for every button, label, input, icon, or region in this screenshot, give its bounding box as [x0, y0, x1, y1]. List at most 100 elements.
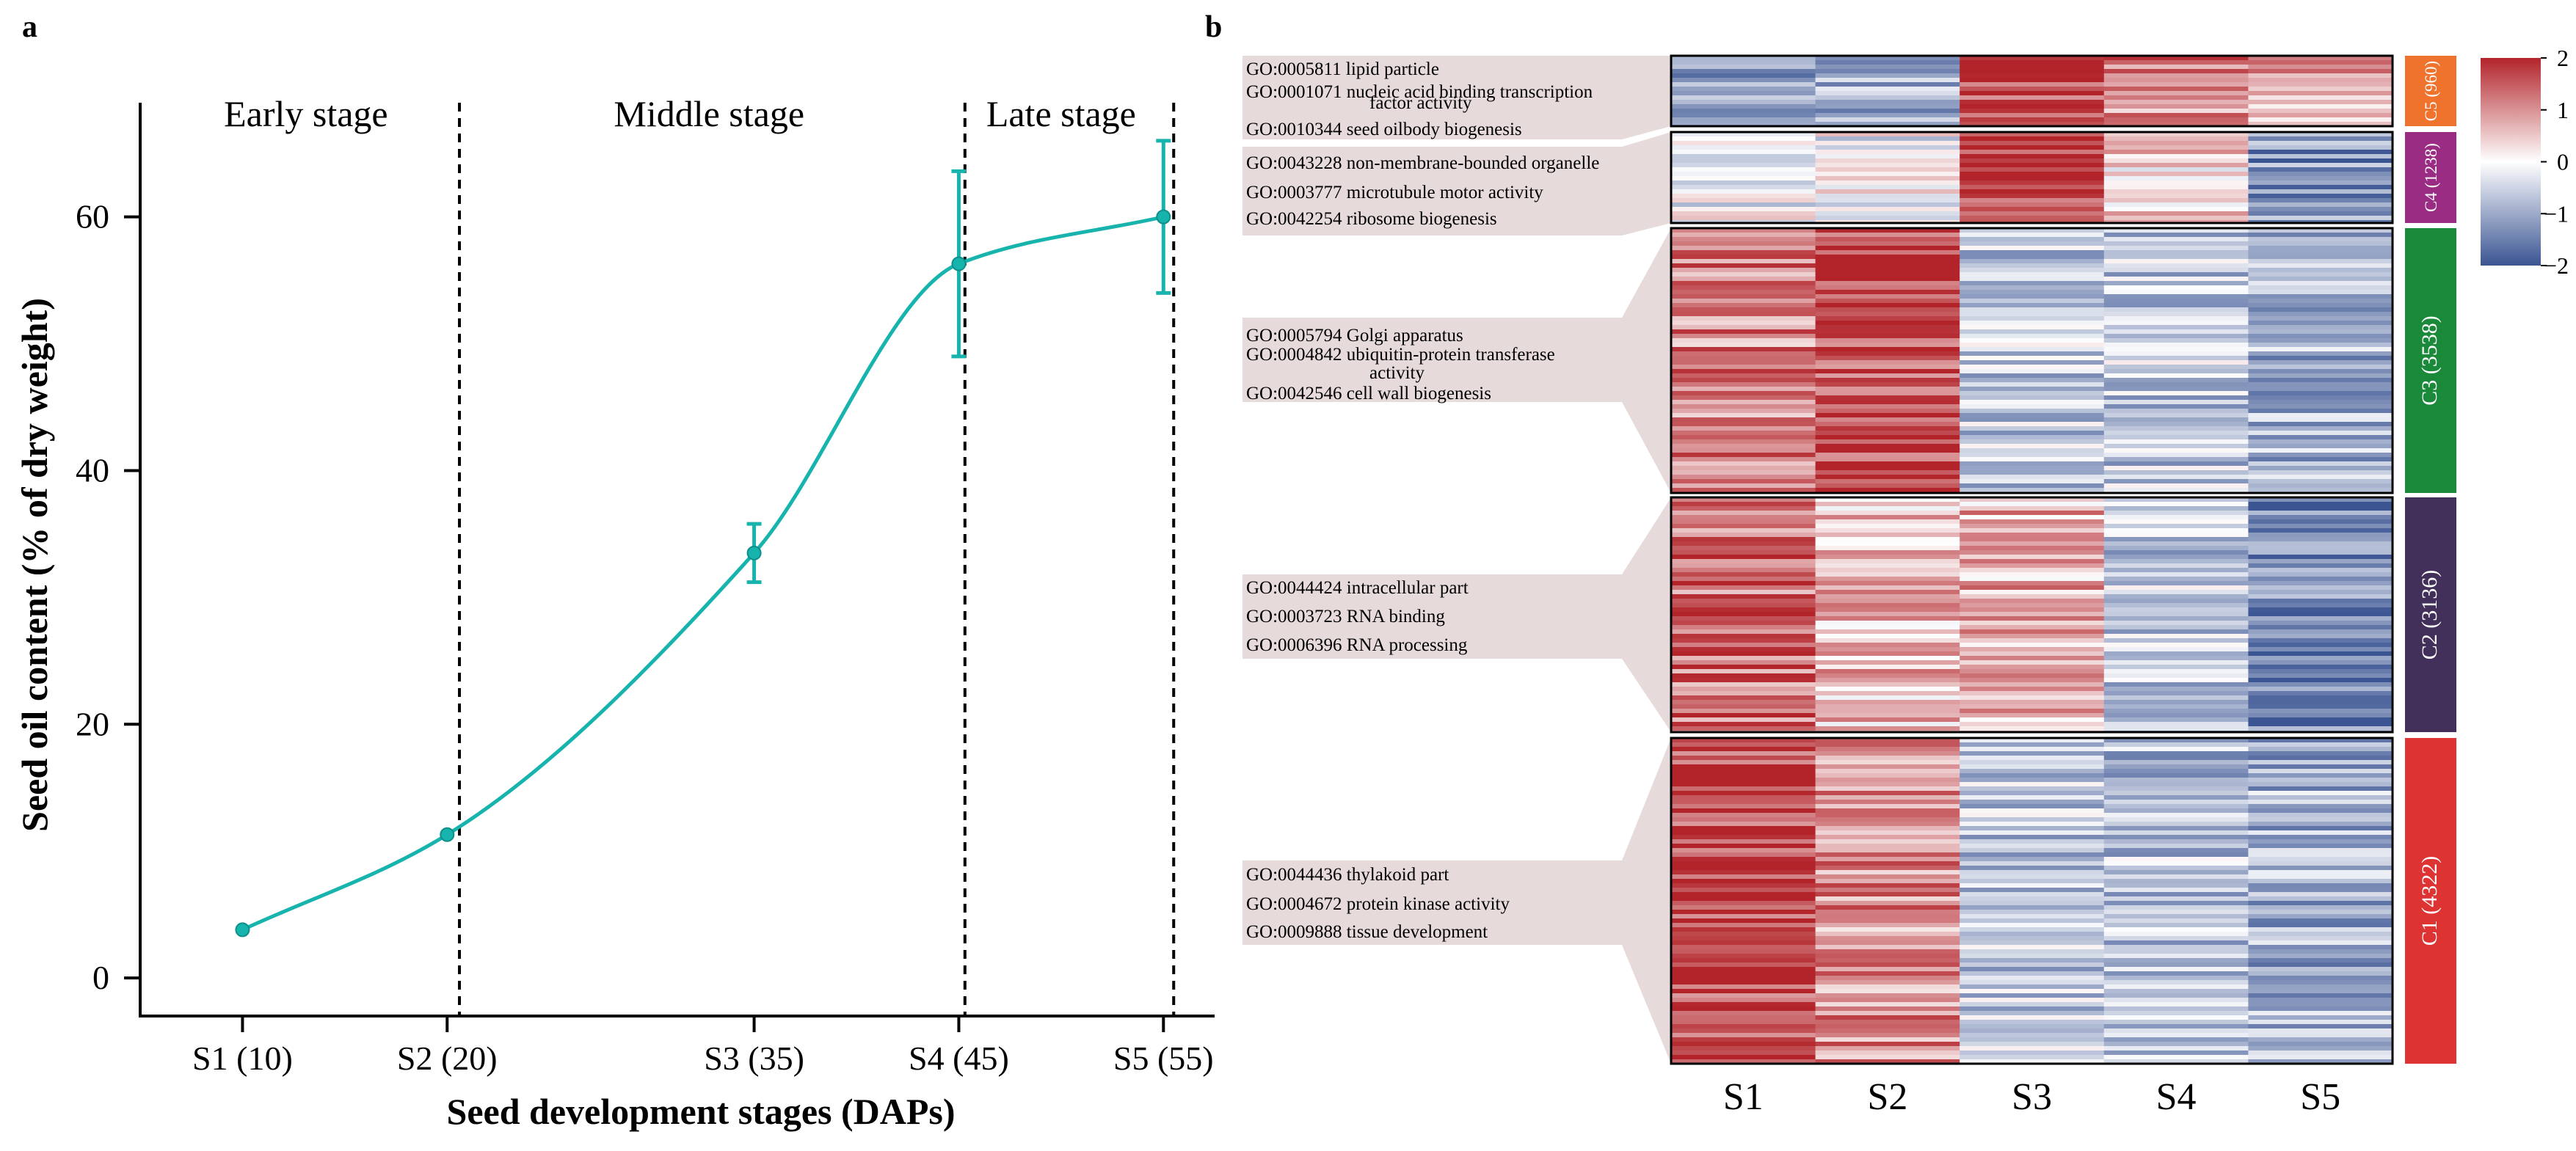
- heatmap-cell: [2248, 136, 2393, 142]
- heatmap-cell: [1960, 722, 2105, 727]
- heatmap-cell: [2248, 910, 2393, 915]
- heatmap-cell: [2103, 528, 2249, 533]
- heatmap-cell: [1815, 356, 1960, 361]
- heatmap-cell: [1960, 883, 2105, 888]
- heatmap-cell: [2248, 228, 2393, 233]
- heatmap-cell: [1960, 971, 2105, 976]
- colorbar-tick-label: 1: [2557, 97, 2569, 123]
- heatmap-cell: [1960, 769, 2105, 774]
- heatmap-cell: [2248, 691, 2393, 696]
- heatmap-cell: [1671, 773, 1816, 778]
- heatmap-cell: [1815, 1059, 1960, 1064]
- heatmap-cell: [2103, 369, 2249, 374]
- y-axis-label: Seed oil content (% of dry weight): [14, 298, 55, 832]
- heatmap-cell: [2248, 883, 2393, 888]
- heatmap-cell: [1815, 207, 1960, 212]
- heatmap-cell: [2248, 625, 2393, 630]
- heatmap-cell: [2248, 546, 2393, 551]
- heatmap-cell: [1960, 709, 2105, 714]
- heatmap-cell: [2103, 844, 2249, 849]
- heatmap-cell: [1815, 453, 1960, 458]
- heatmap-cell: [2248, 268, 2393, 273]
- heatmap-cell: [2248, 281, 2393, 286]
- heatmap-cell: [2103, 747, 2249, 752]
- heatmap-cell: [1960, 303, 2105, 308]
- heatmap-cell: [1671, 113, 1816, 118]
- heatmap-cell: [2248, 220, 2393, 224]
- heatmap-cell: [2248, 448, 2393, 453]
- heatmap-cell: [2248, 621, 2393, 626]
- heatmap-cell: [1671, 742, 1816, 748]
- go-term-label: GO:0004842 ubiquitin-protein transferase: [1246, 345, 1555, 365]
- cluster-label: C1 (4322): [2417, 856, 2442, 946]
- heatmap-cell: [1815, 795, 1960, 800]
- heatmap-cell: [2248, 387, 2393, 392]
- heatmap-cell: [1671, 132, 1816, 137]
- heatmap-cell: [1960, 634, 2105, 639]
- heatmap-cell: [1671, 984, 1816, 990]
- heatmap-cell: [1815, 176, 1960, 181]
- heatmap-cell: [1960, 700, 2105, 705]
- x-tick-label: S5 (55): [1113, 1039, 1214, 1077]
- heatmap-cell: [2248, 233, 2393, 238]
- heatmap-cell: [2248, 343, 2393, 348]
- heatmap-cell: [1815, 751, 1960, 756]
- heatmap-cell: [2103, 1037, 2249, 1042]
- heatmap-cell: [1815, 940, 1960, 946]
- heatmap-cell: [2248, 764, 2393, 770]
- heatmap-cell: [1815, 879, 1960, 884]
- heatmap-cell: [2103, 154, 2249, 159]
- heatmap-cell: [2103, 918, 2249, 924]
- heatmap-cell: [2103, 113, 2249, 118]
- heatmap-cell: [1815, 259, 1960, 264]
- heatmap-cell: [2103, 760, 2249, 765]
- heatmap-cell: [1815, 334, 1960, 339]
- heatmap-cell: [2248, 528, 2393, 533]
- heatmap-cell: [2103, 691, 2249, 696]
- heatmap-cell: [1815, 874, 1960, 880]
- heatmap-cell: [1815, 1042, 1960, 1047]
- heatmap-cell: [1815, 1015, 1960, 1020]
- heatmap-cell: [1960, 185, 2105, 190]
- heatmap-cell: [2248, 519, 2393, 525]
- go-term-label: GO:0003723 RNA binding: [1246, 607, 1445, 626]
- heatmap-cell: [2103, 568, 2249, 573]
- heatmap-cell: [1815, 533, 1960, 538]
- heatmap-cell: [2248, 786, 2393, 792]
- heatmap-cell: [1671, 185, 1816, 190]
- heatmap-cell: [1815, 497, 1960, 503]
- heatmap-cell: [1671, 321, 1816, 326]
- heatmap-cell: [1671, 246, 1816, 251]
- heatmap-cell: [1815, 764, 1960, 770]
- heatmap-cell: [1671, 830, 1816, 836]
- heatmap-cell: [1960, 237, 2105, 242]
- heatmap-cell: [2248, 82, 2393, 87]
- heatmap-cell: [1671, 673, 1816, 679]
- heatmap-cell: [1671, 519, 1816, 525]
- heatmap-cell: [2103, 259, 2249, 264]
- heatmap-cell: [2248, 634, 2393, 639]
- heatmap-cell: [1815, 65, 1960, 70]
- heatmap-cell: [1815, 404, 1960, 409]
- heatmap-cell: [1960, 901, 2105, 906]
- heatmap-cell: [2248, 65, 2393, 70]
- heatmap-cell: [2103, 272, 2249, 277]
- go-term-label: factor activity: [1369, 93, 1472, 113]
- heatmap-cell: [2103, 216, 2249, 221]
- heatmap-cell: [1815, 391, 1960, 396]
- heatmap-cell: [1671, 782, 1816, 787]
- heatmap-cell: [1815, 365, 1960, 370]
- heatmap-cell: [1671, 585, 1816, 591]
- heatmap-cell: [2103, 962, 2249, 968]
- heatmap-cell: [2103, 207, 2249, 212]
- heatmap-cell: [2103, 656, 2249, 661]
- heatmap-cell: [1960, 813, 2105, 818]
- heatmap-cell: [1671, 1046, 1816, 1051]
- stage-label: Late stage: [986, 93, 1136, 134]
- heatmap-cell: [1815, 936, 1960, 941]
- heatmap-cell: [1960, 73, 2105, 78]
- heatmap-cell: [1671, 778, 1816, 783]
- heatmap-cell: [1815, 923, 1960, 928]
- heatmap-cell: [1815, 695, 1960, 701]
- heatmap-cell: [1960, 483, 2105, 489]
